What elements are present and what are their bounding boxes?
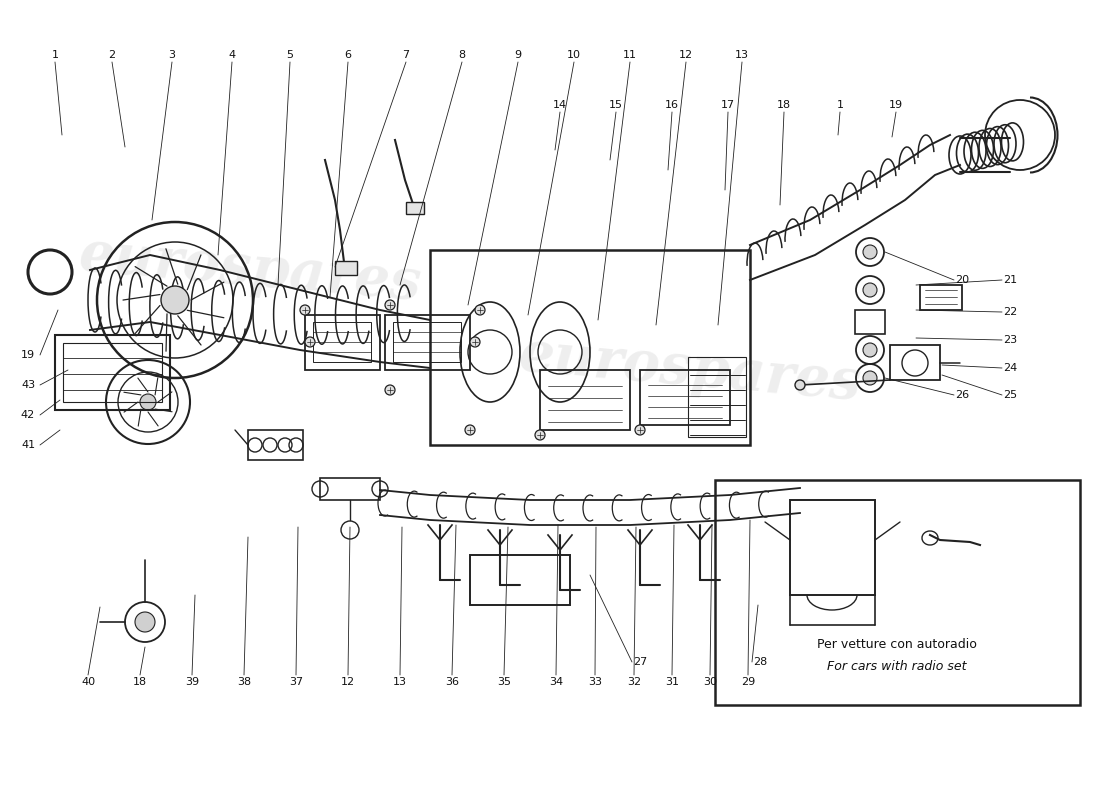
Bar [790, 500, 874, 595]
Bar [715, 480, 1080, 705]
Bar [430, 250, 750, 445]
Text: 25: 25 [1003, 390, 1018, 400]
Text: 24: 24 [1003, 363, 1018, 373]
Text: 43: 43 [21, 380, 35, 390]
Text: 3: 3 [168, 50, 176, 60]
Text: 19: 19 [889, 100, 903, 110]
Circle shape [300, 305, 310, 315]
Text: 19: 19 [21, 350, 35, 360]
Text: 9: 9 [515, 50, 521, 60]
Circle shape [475, 305, 485, 315]
Bar [385, 315, 470, 370]
Text: 29: 29 [741, 677, 755, 687]
Text: 7: 7 [403, 50, 409, 60]
Bar [314, 322, 371, 362]
Text: 13: 13 [735, 50, 749, 60]
Text: 8: 8 [459, 50, 465, 60]
Text: 26: 26 [955, 390, 969, 400]
Bar [540, 370, 630, 430]
Bar [920, 285, 962, 310]
Text: 4: 4 [229, 50, 235, 60]
Text: 15: 15 [609, 100, 623, 110]
Text: 36: 36 [446, 677, 459, 687]
Circle shape [385, 385, 395, 395]
Bar [890, 345, 940, 380]
Bar [305, 315, 380, 370]
Bar [63, 343, 162, 402]
Circle shape [535, 430, 544, 440]
Text: eurospares: eurospares [516, 328, 864, 412]
Bar [470, 555, 570, 605]
Text: 1: 1 [52, 50, 58, 60]
Text: 30: 30 [703, 677, 717, 687]
Text: 16: 16 [666, 100, 679, 110]
Bar [320, 478, 379, 500]
Text: 27: 27 [632, 657, 647, 667]
Text: 28: 28 [752, 657, 767, 667]
Circle shape [795, 380, 805, 390]
Text: 22: 22 [1003, 307, 1018, 317]
Text: 2: 2 [109, 50, 116, 60]
Text: 11: 11 [623, 50, 637, 60]
Circle shape [465, 425, 475, 435]
Circle shape [161, 286, 189, 314]
Bar [640, 370, 730, 425]
Text: 5: 5 [286, 50, 294, 60]
Text: 21: 21 [1003, 275, 1018, 285]
Text: 20: 20 [955, 275, 969, 285]
Text: 12: 12 [679, 50, 693, 60]
Bar [688, 357, 746, 437]
Text: 32: 32 [627, 677, 641, 687]
Circle shape [864, 245, 877, 259]
Text: 41: 41 [21, 440, 35, 450]
Text: 17: 17 [720, 100, 735, 110]
Text: 18: 18 [133, 677, 147, 687]
Text: Per vetture con autoradio: Per vetture con autoradio [817, 638, 977, 651]
Circle shape [470, 337, 480, 347]
Bar [248, 430, 302, 460]
Text: eurospares: eurospares [76, 228, 424, 312]
Text: 38: 38 [236, 677, 251, 687]
Circle shape [635, 425, 645, 435]
Text: 42: 42 [21, 410, 35, 420]
Text: 13: 13 [393, 677, 407, 687]
Text: 37: 37 [289, 677, 304, 687]
Circle shape [864, 343, 877, 357]
Bar [336, 261, 358, 275]
Bar [393, 322, 461, 362]
Circle shape [864, 371, 877, 385]
Bar [55, 335, 170, 410]
Text: 6: 6 [344, 50, 352, 60]
Circle shape [305, 337, 315, 347]
Circle shape [135, 612, 155, 632]
Text: For cars with radio set: For cars with radio set [827, 661, 967, 674]
Circle shape [385, 300, 395, 310]
Text: 10: 10 [566, 50, 581, 60]
Text: 34: 34 [549, 677, 563, 687]
Text: 12: 12 [341, 677, 355, 687]
Circle shape [140, 394, 156, 410]
Text: 14: 14 [553, 100, 568, 110]
Text: 33: 33 [588, 677, 602, 687]
Text: 31: 31 [666, 677, 679, 687]
Bar [855, 310, 886, 334]
Text: 39: 39 [185, 677, 199, 687]
Text: 35: 35 [497, 677, 512, 687]
Text: 18: 18 [777, 100, 791, 110]
Bar [406, 202, 424, 214]
Circle shape [864, 283, 877, 297]
Text: 1: 1 [836, 100, 844, 110]
Text: 23: 23 [1003, 335, 1018, 345]
Text: 40: 40 [81, 677, 95, 687]
